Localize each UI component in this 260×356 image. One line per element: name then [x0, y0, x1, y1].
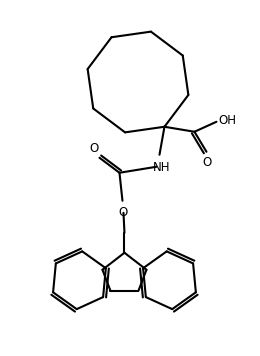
Text: OH: OH [218, 114, 237, 127]
Text: O: O [119, 206, 128, 219]
Text: O: O [90, 142, 99, 155]
Text: NH: NH [153, 161, 170, 174]
Text: O: O [203, 156, 212, 169]
